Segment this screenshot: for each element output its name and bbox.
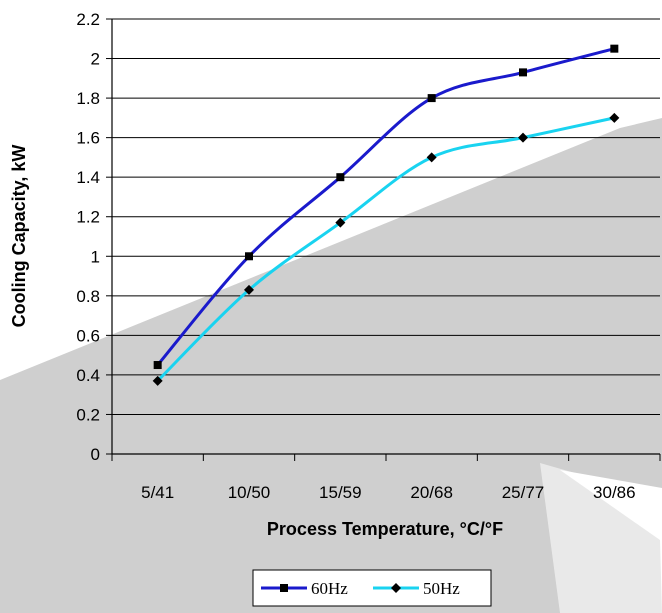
y-tick-label: 0.2 (76, 405, 100, 424)
data-point-marker (153, 361, 162, 370)
watermark-highlight (540, 463, 662, 613)
y-tick-label: 1.8 (76, 89, 100, 108)
y-tick-label: 1.6 (76, 129, 100, 148)
y-tick-label: 1.4 (76, 168, 100, 187)
data-point-marker (519, 68, 527, 77)
y-tick-label: 0.6 (76, 326, 100, 345)
data-point-marker (610, 44, 619, 53)
x-tick-labels: 5/41 10/50 15/59 20/68 25/77 30/86 (141, 483, 635, 502)
y-tick-label: 1 (91, 247, 100, 266)
data-point-marker (609, 112, 620, 123)
y-tick-label: 1.2 (76, 208, 100, 227)
y-axis-title: Cooling Capacity, kW (9, 145, 29, 328)
legend-swatch-marker (391, 583, 401, 593)
series-group (152, 44, 620, 386)
data-point-marker (426, 152, 437, 163)
x-tick-label: 30/86 (593, 483, 636, 502)
legend-swatch-marker (280, 584, 288, 592)
data-point-marker (152, 375, 163, 386)
x-tick-label: 15/59 (319, 483, 362, 502)
gridlines (106, 18, 660, 455)
y-tick-label: 2.2 (76, 10, 100, 29)
series-60hz (153, 44, 619, 370)
legend: 60Hz 50Hz (252, 569, 492, 607)
data-point-marker (427, 94, 436, 103)
watermark-polygon (0, 118, 662, 613)
x-axis-title: Process Temperature, °C/°F (267, 519, 503, 539)
legend-label: 60Hz (311, 579, 348, 598)
data-point-marker (518, 132, 528, 143)
data-point-marker (244, 284, 254, 295)
y-tick-labels: 0 0.2 0.4 0.6 0.8 1 1.2 1.4 1.6 1.8 2 2.2 (76, 10, 100, 464)
y-tick-label: 2 (91, 50, 100, 69)
y-tick-label: 0 (91, 445, 100, 464)
data-point-marker (336, 173, 345, 182)
series-50hz (152, 112, 620, 386)
y-tick-label: 0.4 (76, 366, 100, 385)
legend-label: 50Hz (423, 579, 460, 598)
y-tick-label: 0.8 (76, 287, 100, 306)
x-tick-label: 20/68 (410, 483, 453, 502)
x-tick-label: 10/50 (228, 483, 271, 502)
x-tick-label: 5/41 (141, 483, 174, 502)
data-point-marker (335, 217, 346, 228)
watermark-shape (0, 118, 662, 613)
axes (111, 19, 661, 461)
data-point-marker (245, 252, 253, 261)
x-tick-label: 25/77 (502, 483, 545, 502)
